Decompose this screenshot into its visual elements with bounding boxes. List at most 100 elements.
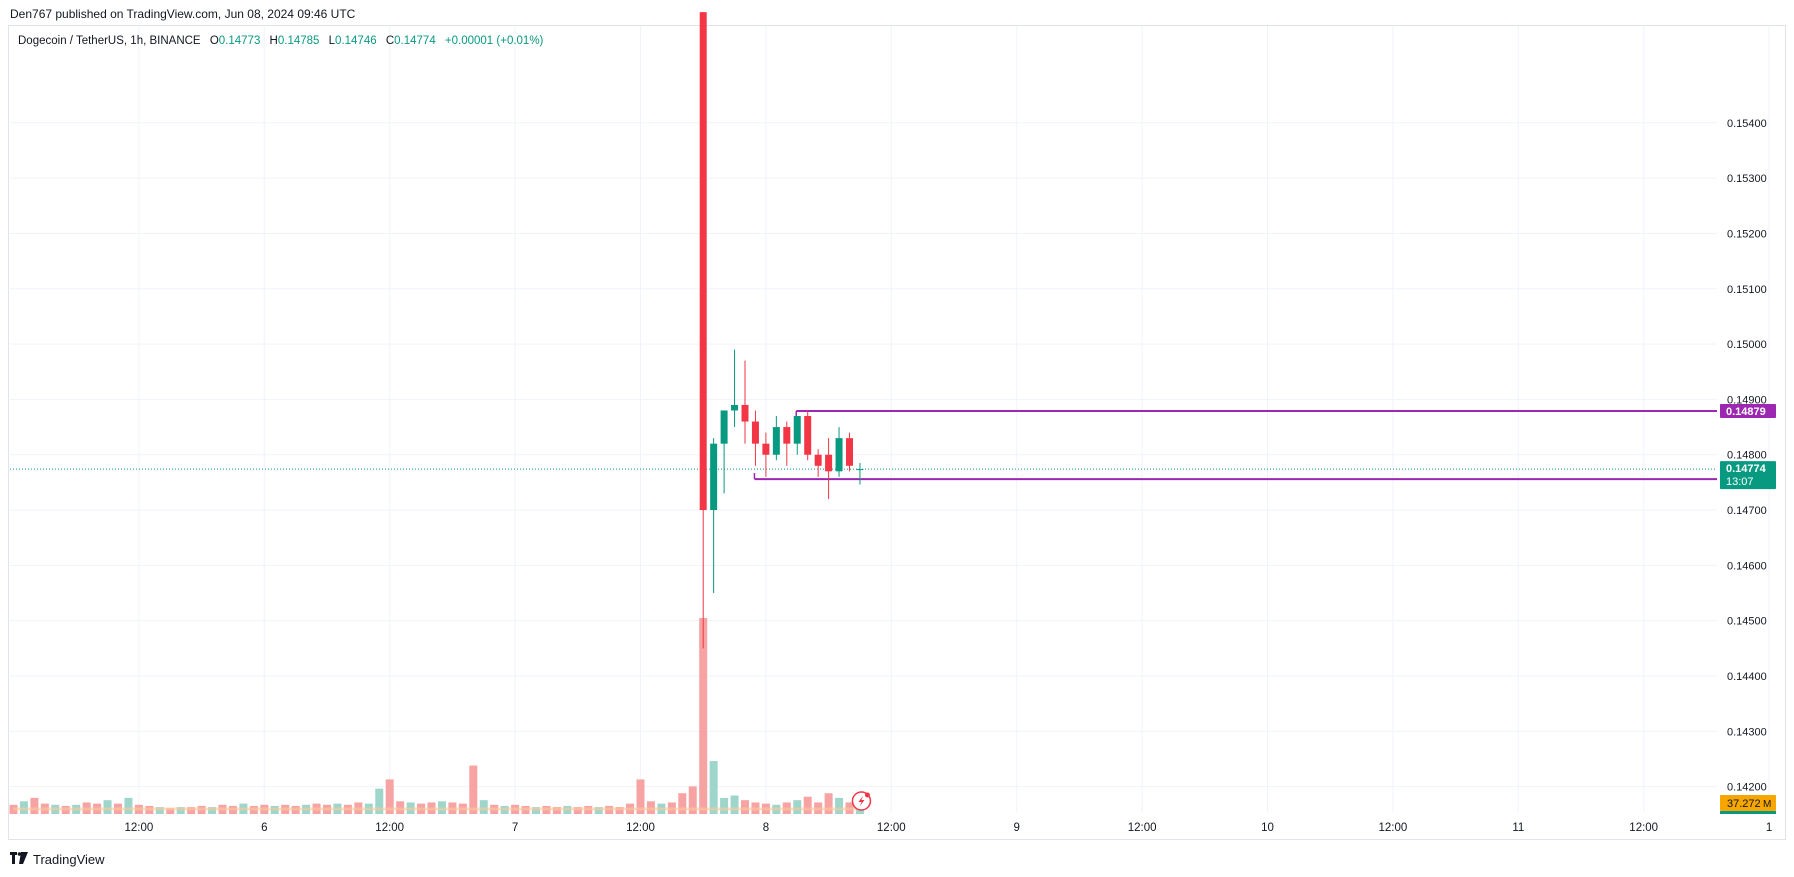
volume-bar [375, 788, 384, 814]
candle-body[interactable] [856, 469, 864, 471]
last-price-tag-label: 0.14774 [1726, 463, 1767, 475]
lightning-badge-dot [864, 792, 870, 798]
tradingview-logo-icon [10, 851, 28, 867]
price-tick-label: 0.14800 [1727, 450, 1767, 462]
close-value: 0.14774 [394, 35, 436, 47]
volume-bar [124, 797, 133, 814]
high-label: H [269, 35, 278, 47]
volume-bar [479, 800, 488, 814]
level-price-tag [1720, 404, 1776, 419]
candle-body[interactable] [835, 438, 843, 472]
price-tick-label: 0.14600 [1727, 560, 1767, 572]
volume-value-tag-label: 37.272 [1727, 798, 1761, 810]
volume-value-tag [1720, 795, 1776, 811]
volume-bar [741, 800, 749, 814]
low-value: 0.14746 [335, 35, 377, 47]
bar-countdown-label: 13:07 [1726, 476, 1754, 488]
volume-bar [803, 796, 812, 814]
time-tick-label: 6 [261, 822, 267, 834]
price-tick-label: 0.15400 [1727, 118, 1767, 130]
last-price-tag [1720, 461, 1776, 490]
tradingview-footer[interactable]: TradingView [10, 851, 105, 867]
volume-bar [688, 786, 697, 814]
candle-body[interactable] [793, 416, 801, 444]
price-tick-label: 0.14400 [1727, 671, 1767, 683]
volume-bar [532, 807, 540, 814]
time-tick-label: 12:00 [877, 822, 906, 834]
volume-bar [636, 779, 645, 814]
candle-body[interactable] [731, 404, 739, 411]
volume-bar [594, 807, 603, 814]
volume-bar [103, 800, 112, 814]
price-tick-label: 0.14900 [1727, 394, 1767, 406]
candle-body[interactable] [710, 443, 718, 511]
price-tick-label: 0.15000 [1727, 339, 1767, 351]
time-tick-label: 7 [512, 822, 518, 834]
volume-bar [469, 765, 478, 814]
candle-body[interactable] [804, 416, 812, 455]
volume-bar [699, 618, 708, 814]
candle-body[interactable] [762, 443, 770, 455]
volume-bar [678, 793, 687, 814]
time-tick-label: 11 [1512, 822, 1524, 834]
candle-body[interactable] [825, 454, 833, 472]
price-tick-label: 0.14700 [1727, 505, 1767, 517]
volume-bar [615, 807, 624, 814]
ohlc-legend: Dogecoin / TetherUS, 1h, BINANCE O0.1477… [18, 35, 543, 47]
time-tick-label: 9 [1013, 822, 1019, 834]
brand-name: TradingView [33, 851, 105, 867]
lightning-glyph [858, 796, 865, 806]
volume-bar [835, 797, 844, 814]
volume-up-strip [1720, 811, 1776, 814]
chart-frame [8, 25, 1786, 840]
volume-unit-label: M [1763, 799, 1771, 810]
volume-bar [208, 807, 217, 814]
volume-bar [709, 760, 718, 814]
candle-body[interactable] [720, 410, 728, 444]
change-value: +0.00001 (+0.01%) [444, 35, 544, 47]
volume-bar [720, 797, 729, 814]
price-tick-label: 0.14200 [1727, 782, 1767, 794]
close-label: C [385, 35, 395, 47]
open-value: 0.14773 [218, 35, 261, 47]
volume-bar [166, 808, 175, 814]
time-tick-label: 12:00 [1629, 822, 1658, 834]
high-value: 0.14785 [277, 35, 320, 47]
volume-bar [385, 779, 394, 814]
price-tick-label: 0.15100 [1727, 284, 1767, 296]
price-tick-label: 0.14300 [1727, 726, 1767, 738]
time-tick-label: 12:00 [1128, 822, 1157, 834]
level-price-tag-label: 0.14879 [1726, 406, 1766, 418]
volume-bar [793, 800, 802, 814]
price-tick-label: 0.14500 [1727, 616, 1767, 628]
volume-bar [730, 795, 739, 814]
time-tick-label: 12:00 [1379, 822, 1408, 834]
candle-body[interactable] [783, 427, 791, 444]
price-tick-label: 0.15200 [1727, 228, 1767, 240]
low-label: L [328, 35, 336, 47]
time-tick-label: 8 [763, 822, 769, 834]
open-label: O [209, 35, 219, 47]
candle-body[interactable] [741, 404, 749, 422]
volume-bar [573, 807, 582, 814]
time-tick-label: 12:00 [375, 822, 404, 834]
symbol-title[interactable]: Dogecoin / TetherUS, 1h, BINANCE [18, 35, 201, 47]
time-tick-label: 1 [1766, 822, 1772, 834]
volume-bar [155, 807, 164, 814]
volume-bar [176, 807, 185, 814]
volume-bar [30, 797, 39, 814]
candle-body[interactable] [751, 421, 759, 444]
volume-bar [552, 807, 561, 814]
volume-bar [824, 793, 833, 814]
candle-body[interactable] [846, 438, 853, 466]
time-tick-label: 10 [1261, 822, 1274, 834]
candle-body[interactable] [814, 454, 822, 466]
publisher-line: Den767 published on TradingView.com, Jun… [10, 7, 356, 21]
candle-body[interactable] [772, 427, 780, 455]
volume-bar [187, 807, 196, 814]
candle-body[interactable] [699, 12, 707, 511]
price-tick-label: 0.15300 [1727, 173, 1767, 185]
time-tick-label: 12:00 [125, 822, 154, 834]
time-tick-label: 12:00 [626, 822, 655, 834]
